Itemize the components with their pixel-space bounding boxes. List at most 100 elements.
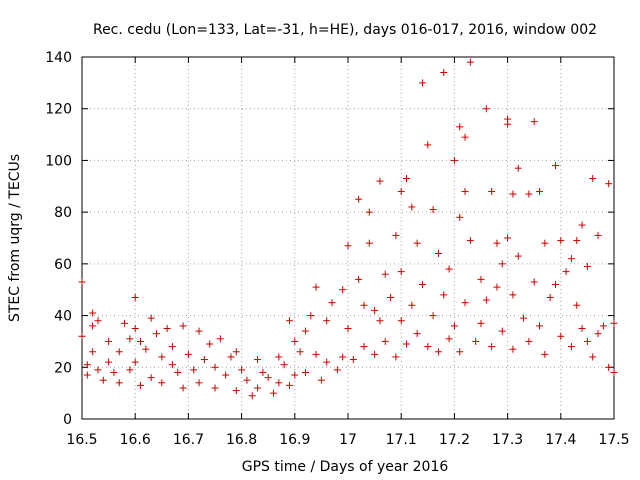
data-point — [429, 312, 437, 320]
data-point — [589, 175, 597, 183]
data-point — [567, 343, 575, 351]
data-point — [222, 371, 230, 379]
y-tick-label: 40 — [54, 309, 72, 325]
data-point — [137, 337, 145, 345]
data-point — [573, 237, 581, 245]
data-point — [365, 239, 373, 247]
data-point — [509, 345, 517, 353]
data-point — [323, 358, 331, 366]
data-point — [285, 381, 293, 389]
data-point — [434, 250, 442, 258]
data-point — [392, 231, 400, 239]
data-point — [115, 379, 123, 387]
data-point — [211, 384, 219, 392]
data-point — [488, 187, 496, 195]
data-point — [174, 368, 182, 376]
data-point — [328, 299, 336, 307]
x-tick-label: 16.6 — [120, 432, 151, 448]
y-tick-label: 0 — [63, 412, 72, 428]
data-point — [418, 79, 426, 87]
data-point — [137, 381, 145, 389]
data-point — [605, 363, 613, 371]
x-tick-label: 17.4 — [545, 432, 576, 448]
data-point — [179, 384, 187, 392]
y-tick-label: 100 — [45, 153, 72, 169]
data-point — [296, 348, 304, 356]
data-point — [168, 361, 176, 369]
data-point — [445, 335, 453, 343]
data-point — [541, 350, 549, 358]
data-point — [371, 306, 379, 314]
data-point — [291, 337, 299, 345]
data-point — [589, 353, 597, 361]
data-point — [105, 358, 113, 366]
data-points — [78, 58, 618, 400]
data-point — [530, 278, 538, 286]
data-point — [360, 301, 368, 309]
data-point — [99, 376, 107, 384]
data-point — [397, 268, 405, 276]
x-tick-label: 17.3 — [492, 432, 523, 448]
data-point — [147, 314, 155, 322]
data-point — [456, 348, 464, 356]
data-point — [610, 368, 618, 376]
data-point — [429, 206, 437, 214]
data-point — [477, 275, 485, 283]
data-point — [392, 353, 400, 361]
data-point — [413, 239, 421, 247]
data-point — [216, 335, 224, 343]
data-point — [493, 283, 501, 291]
data-point — [376, 317, 384, 325]
data-point — [275, 353, 283, 361]
data-point — [301, 368, 309, 376]
data-point — [440, 69, 448, 77]
data-point — [546, 293, 554, 301]
data-point — [339, 353, 347, 361]
y-tick-label: 80 — [54, 205, 72, 221]
data-point — [312, 350, 320, 358]
data-point — [488, 343, 496, 351]
data-point — [131, 358, 139, 366]
data-point — [456, 123, 464, 131]
data-point — [381, 337, 389, 345]
data-point — [264, 374, 272, 382]
data-point — [514, 252, 522, 260]
data-point — [567, 255, 575, 263]
data-point — [115, 348, 123, 356]
data-point — [530, 118, 538, 126]
data-point — [541, 239, 549, 247]
data-point — [195, 379, 203, 387]
data-point — [525, 337, 533, 345]
data-point — [168, 343, 176, 351]
x-tick-label: 17 — [339, 432, 357, 448]
data-point — [461, 187, 469, 195]
data-point — [536, 187, 544, 195]
data-point — [466, 237, 474, 245]
data-point — [163, 325, 171, 332]
data-point — [397, 187, 405, 195]
data-point — [408, 301, 416, 309]
data-point — [94, 366, 102, 374]
data-point — [78, 332, 86, 340]
data-point — [227, 353, 235, 361]
data-point — [333, 366, 341, 374]
data-point — [301, 327, 309, 335]
data-point — [477, 319, 485, 327]
data-point — [403, 340, 411, 348]
data-point — [200, 356, 208, 364]
data-point — [583, 337, 591, 345]
data-point — [376, 177, 384, 185]
data-point — [498, 327, 506, 335]
data-point — [131, 325, 139, 332]
data-point — [89, 309, 97, 317]
data-point — [456, 213, 464, 221]
data-point — [594, 231, 602, 239]
data-point — [238, 366, 246, 374]
data-point — [131, 293, 139, 301]
data-point — [461, 133, 469, 141]
data-point — [317, 376, 325, 384]
data-point — [339, 286, 347, 294]
data-point — [472, 337, 480, 345]
data-point — [418, 281, 426, 289]
data-point — [158, 379, 166, 387]
